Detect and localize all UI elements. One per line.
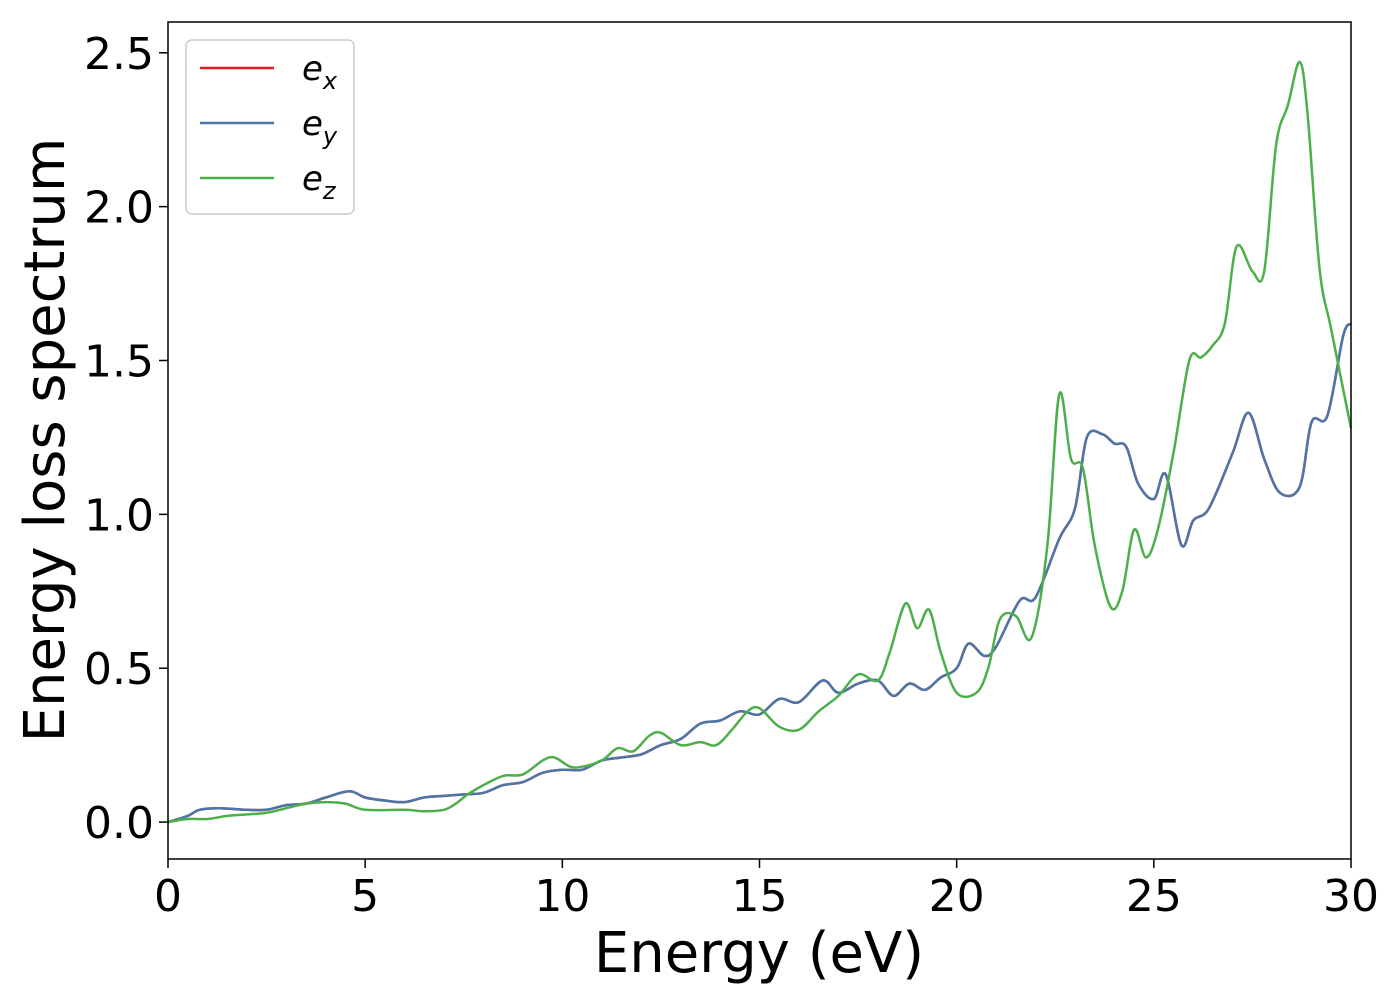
y-tick-label: 1.0 [84, 490, 154, 541]
y-tick-label: 0.5 [84, 644, 154, 695]
y-axis: 0.0 0.5 1.0 1.5 2.0 2.5 [84, 29, 168, 849]
x-tick-label: 0 [154, 871, 182, 922]
series-line-y [167, 322, 1353, 824]
legend: ex ey ez [185, 39, 355, 215]
x-tick-label: 5 [351, 871, 379, 922]
y-axis-title: Energy loss spectrum [13, 138, 78, 743]
y-tick-label: 2.5 [84, 29, 154, 80]
legend-label-z: ez [302, 159, 337, 205]
legend-label-y: ey [302, 104, 338, 150]
x-tick-label: 20 [929, 871, 985, 922]
series-line-z [167, 60, 1353, 824]
x-tick-label: 15 [732, 871, 788, 922]
x-tick-label: 25 [1126, 871, 1182, 922]
x-tick-label: 10 [534, 871, 590, 922]
y-tick-label: 0.0 [84, 798, 154, 849]
x-tick-label: 30 [1323, 871, 1379, 922]
series-layer [167, 60, 1353, 824]
y-tick-label: 2.0 [84, 183, 154, 234]
y-tick-label: 1.5 [84, 336, 154, 387]
legend-box [185, 39, 355, 215]
x-axis-title: Energy (eV) [594, 921, 924, 986]
legend-label-x: ex [302, 49, 338, 95]
x-axis: 0 5 10 15 20 25 30 [154, 859, 1379, 922]
